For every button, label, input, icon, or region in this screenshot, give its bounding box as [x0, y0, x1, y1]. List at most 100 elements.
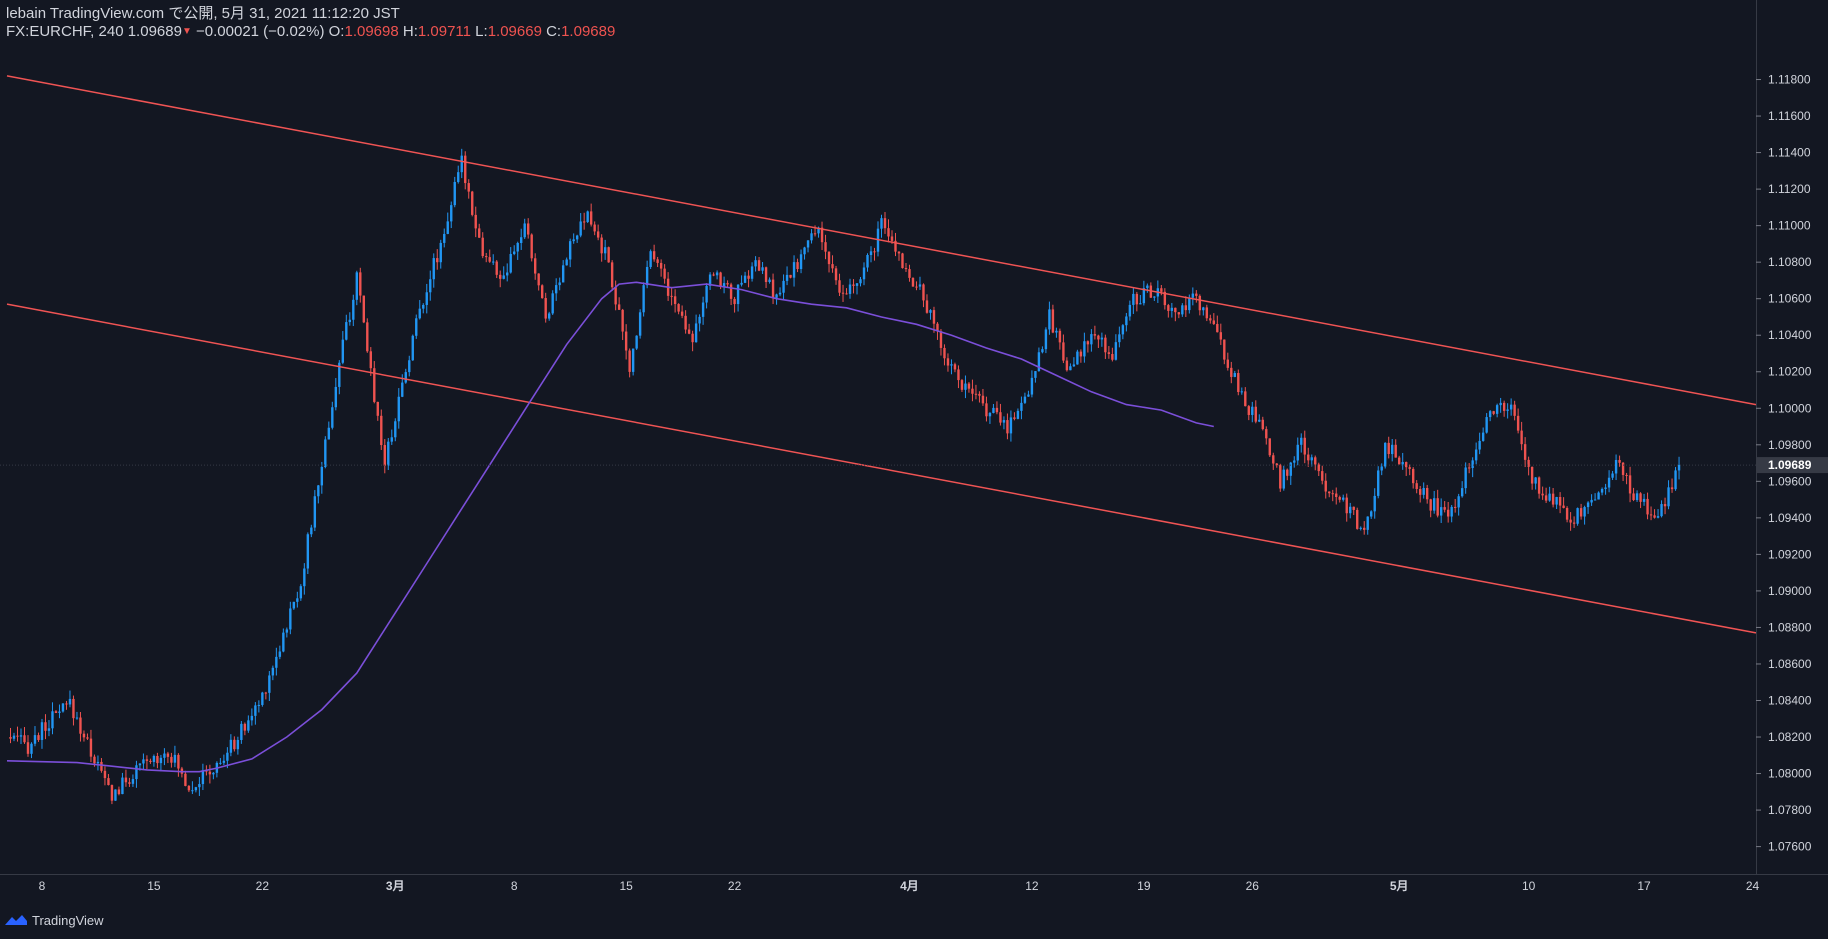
candle-body — [233, 739, 236, 750]
candle-body — [1100, 337, 1104, 340]
candle-body — [173, 754, 177, 763]
candle-body — [1293, 460, 1296, 463]
candle-body — [1184, 305, 1188, 311]
candle-body — [852, 284, 855, 286]
candle-body — [1254, 406, 1257, 422]
candle-body — [841, 292, 845, 294]
candle-body — [1457, 496, 1460, 508]
candle-body — [334, 386, 338, 408]
candle-body — [1111, 354, 1114, 360]
candle-body — [1349, 506, 1352, 514]
ohlc-legend: FX:EURCHF, 240 1.09689▼ −0.00021 (−0.02%… — [6, 23, 615, 41]
candle-body — [135, 765, 138, 780]
candle-body — [1261, 419, 1264, 430]
candle-body — [229, 739, 233, 753]
candle-body — [1216, 323, 1219, 333]
candle-body — [540, 285, 544, 299]
candle-body — [523, 223, 526, 238]
candle-body — [320, 466, 324, 486]
candle-body — [1471, 460, 1474, 469]
x-tick-label: 8 — [511, 879, 518, 893]
candle-body — [722, 283, 726, 287]
tradingview-footer[interactable]: TradingView — [4, 909, 104, 931]
candle-body — [1114, 342, 1118, 360]
candle-body — [1139, 303, 1142, 305]
candle-body — [992, 407, 995, 413]
candle-body — [1401, 462, 1404, 465]
candle-body — [575, 235, 579, 240]
high-value: 1.09711 — [417, 23, 471, 40]
candle-body — [736, 284, 740, 305]
candle-body — [838, 280, 841, 293]
last-price: 1.09689 — [127, 23, 182, 40]
candle-body — [110, 785, 114, 801]
candle-body — [1373, 495, 1376, 512]
candle-body — [1569, 519, 1572, 523]
candle-body — [33, 735, 37, 744]
candle-body — [1670, 487, 1674, 490]
candle-body — [778, 292, 782, 295]
candle-body — [131, 779, 135, 784]
candle-body — [799, 254, 803, 270]
candle-body — [1083, 341, 1086, 357]
candle-body — [331, 407, 334, 428]
candle-body — [628, 350, 631, 372]
candle-body — [1296, 444, 1299, 461]
candle-body — [1467, 467, 1471, 469]
candle-body — [145, 759, 149, 761]
candle-body — [768, 279, 771, 283]
y-tick-label: 1.09800 — [1768, 438, 1812, 452]
candle-body — [68, 698, 72, 705]
candle-body — [1233, 373, 1236, 377]
candle-body — [789, 274, 792, 278]
candle-body — [582, 221, 586, 223]
candle-body — [530, 234, 533, 259]
candle-body — [1611, 473, 1614, 478]
candle-body — [1356, 509, 1359, 529]
candle-body — [401, 382, 404, 397]
candle-body — [1219, 332, 1223, 340]
y-tick-label: 1.10600 — [1768, 292, 1812, 306]
candle-body — [82, 733, 86, 738]
candle-body — [1013, 417, 1016, 419]
candle-body — [1436, 498, 1439, 516]
candle-body — [939, 331, 943, 348]
candle-body — [820, 227, 824, 243]
x-tick-label: 3月 — [386, 879, 405, 893]
candle-body — [537, 273, 540, 286]
candle-body — [596, 231, 600, 238]
x-tick-label: 24 — [1746, 879, 1760, 893]
candle-body — [712, 274, 715, 276]
chart-header: lebain TradingView.com で公開, 5月 31, 2021 … — [6, 5, 615, 41]
candle-body — [1548, 493, 1551, 501]
candle-body — [1667, 487, 1670, 507]
x-tick-label: 22 — [728, 879, 742, 893]
candle-body — [149, 760, 152, 762]
candle-body — [1104, 337, 1107, 353]
candle-body — [726, 283, 729, 285]
candle-body — [492, 261, 495, 263]
last-price-badge — [1757, 457, 1828, 474]
candle-body — [1265, 429, 1268, 439]
x-tick-label: 15 — [147, 879, 161, 893]
candle-body — [138, 763, 142, 766]
candle-body — [1132, 293, 1135, 305]
candle-body — [303, 568, 306, 587]
symbol-label[interactable]: FX:EURCHF, 240 — [6, 23, 124, 40]
y-tick-label: 1.09400 — [1768, 511, 1812, 525]
candle-body — [1562, 505, 1565, 508]
candle-body — [1600, 488, 1604, 493]
candle-body — [1328, 491, 1331, 494]
candle-body — [1177, 312, 1181, 315]
candle-body — [1163, 291, 1167, 306]
candle-body — [1576, 508, 1579, 524]
candle-body — [1516, 415, 1520, 431]
candle-body — [404, 372, 407, 383]
candle-body — [775, 294, 778, 298]
candle-body — [380, 415, 383, 446]
candle-body — [1279, 465, 1282, 489]
candle-body — [198, 784, 201, 788]
candle-body — [1282, 469, 1285, 489]
candle-body — [1321, 471, 1324, 481]
